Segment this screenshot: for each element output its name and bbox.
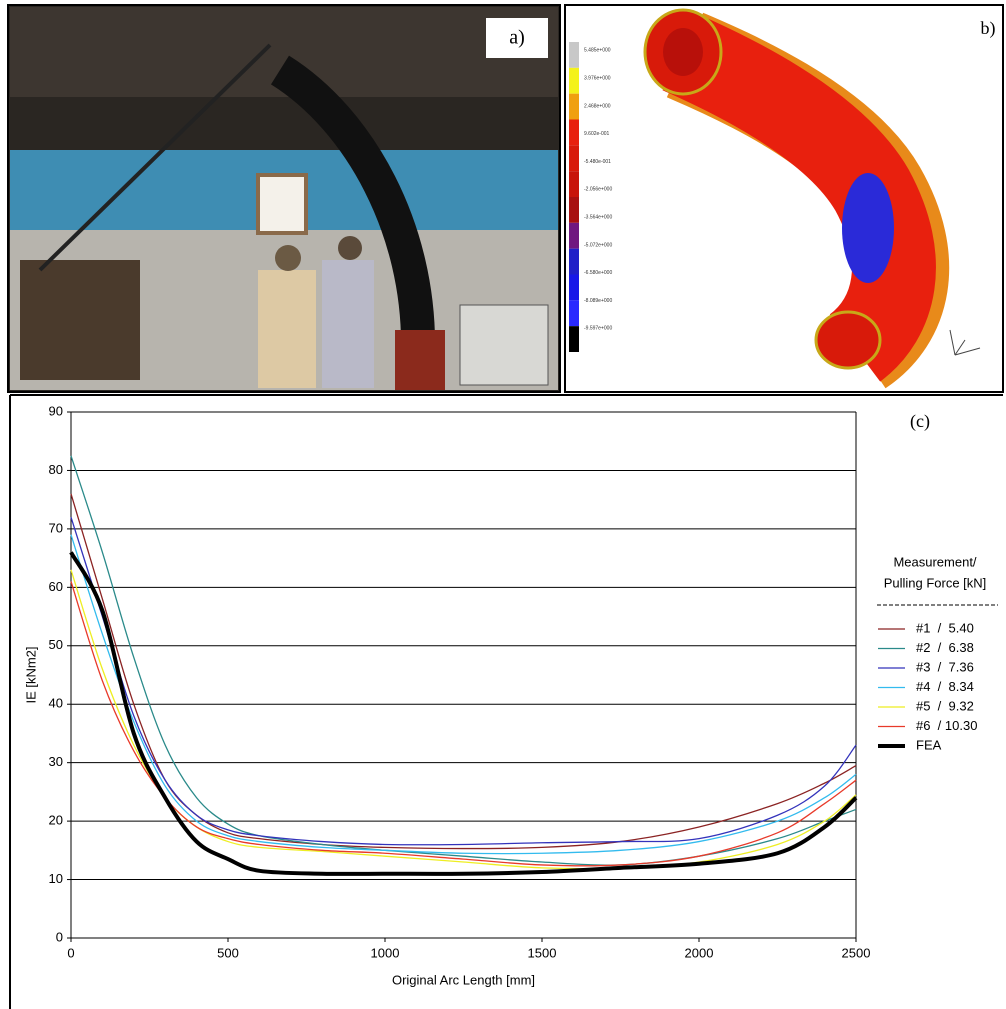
y-tick-label: 50 — [49, 637, 63, 652]
axis-triad — [949, 329, 981, 356]
legend-label: FEA — [916, 737, 942, 752]
colorbar-segment — [569, 42, 579, 68]
colorbar-label: 2.468e+000 — [584, 103, 611, 109]
colorbar-label: -3.564e+000 — [584, 214, 612, 220]
colorbar-segment — [569, 145, 579, 172]
data-line — [70, 493, 857, 850]
fea-panel: b) — [564, 4, 1004, 393]
photo-panel: a) — [7, 4, 561, 393]
panel-label: b) — [981, 18, 996, 39]
colorbar-label: -9.597e+000 — [584, 326, 612, 332]
machinery — [20, 260, 140, 380]
colorbar-segment — [569, 119, 579, 146]
hose — [270, 55, 436, 351]
data-line — [70, 569, 857, 870]
y-tick-label: 20 — [49, 813, 63, 828]
head-1 — [275, 245, 301, 271]
y-tick-label: 70 — [49, 520, 63, 535]
compression-zone — [842, 173, 894, 283]
data-line — [69, 551, 858, 876]
colorbar-label: -6.580e+000 — [584, 270, 612, 276]
legend-label: #1 / 5.40 — [916, 620, 974, 635]
colorbar-segment — [569, 93, 579, 120]
colorbar-segment — [569, 197, 579, 223]
y-tick-label: 0 — [56, 929, 63, 944]
y-axis-label: IE [kNm2] — [23, 646, 38, 703]
y-tick-label: 90 — [49, 403, 63, 418]
board — [256, 173, 308, 235]
panel-label: a) — [509, 27, 525, 49]
legend-label: #4 / 8.34 — [916, 679, 974, 694]
colorbar-segment — [569, 326, 579, 352]
legend-label: #2 / 6.38 — [916, 640, 974, 655]
data-line — [70, 455, 857, 866]
colorbar-label: 5.485e+000 — [584, 48, 611, 54]
head-2 — [338, 236, 362, 260]
panel-label: (c) — [910, 411, 930, 432]
data-line — [70, 581, 857, 867]
data-line — [70, 534, 857, 855]
colorbar-label: 3.976e+000 — [584, 75, 611, 81]
y-tick-label: 40 — [49, 696, 63, 711]
crane-cable — [38, 43, 272, 272]
colorbar-segment — [569, 171, 579, 197]
x-tick-label: 2500 — [842, 945, 871, 960]
data-line — [70, 517, 857, 846]
legend-title: Measurement/ — [893, 554, 976, 569]
legend-label: #3 / 7.36 — [916, 659, 974, 674]
legend-label: #6 / 10.30 — [916, 718, 977, 733]
tube-bore — [663, 28, 703, 76]
tube-end — [814, 310, 882, 370]
person-2 — [322, 260, 374, 388]
x-tick-label: 1500 — [528, 945, 557, 960]
person-1 — [258, 270, 316, 388]
x-tick-label: 500 — [217, 945, 239, 960]
fixture — [395, 330, 445, 390]
colorbar-label: -5.480e-001 — [584, 159, 611, 165]
colorbar-label: -2.056e+000 — [584, 187, 612, 193]
triad-axis — [954, 339, 966, 356]
colorbar-label: -5.072e+000 — [584, 242, 612, 248]
x-axis-label: Original Arc Length [mm] — [392, 972, 535, 987]
colorbar-segment — [569, 248, 579, 275]
label-box — [486, 18, 548, 58]
y-tick-label: 60 — [49, 579, 63, 594]
legend-label: #5 / 9.32 — [916, 698, 974, 713]
colorbar-label: 9.602e-001 — [584, 131, 610, 137]
triad-axis — [949, 329, 956, 356]
y-tick-label: 10 — [49, 871, 63, 886]
triad-axis — [954, 347, 981, 356]
colorbar-segment — [569, 222, 579, 249]
y-tick-label: 30 — [49, 754, 63, 769]
legend-title: Pulling Force [kN] — [884, 575, 987, 590]
colorbar-label: -8.089e+000 — [584, 298, 612, 304]
x-tick-label: 2000 — [685, 945, 714, 960]
y-tick-label: 80 — [49, 462, 63, 477]
x-tick-label: 1000 — [371, 945, 400, 960]
colorbar-segment — [569, 274, 579, 301]
colorbar-segment — [569, 300, 579, 327]
x-tick-label: 0 — [67, 945, 74, 960]
colorbar-segment — [569, 67, 579, 94]
crate — [459, 304, 549, 386]
